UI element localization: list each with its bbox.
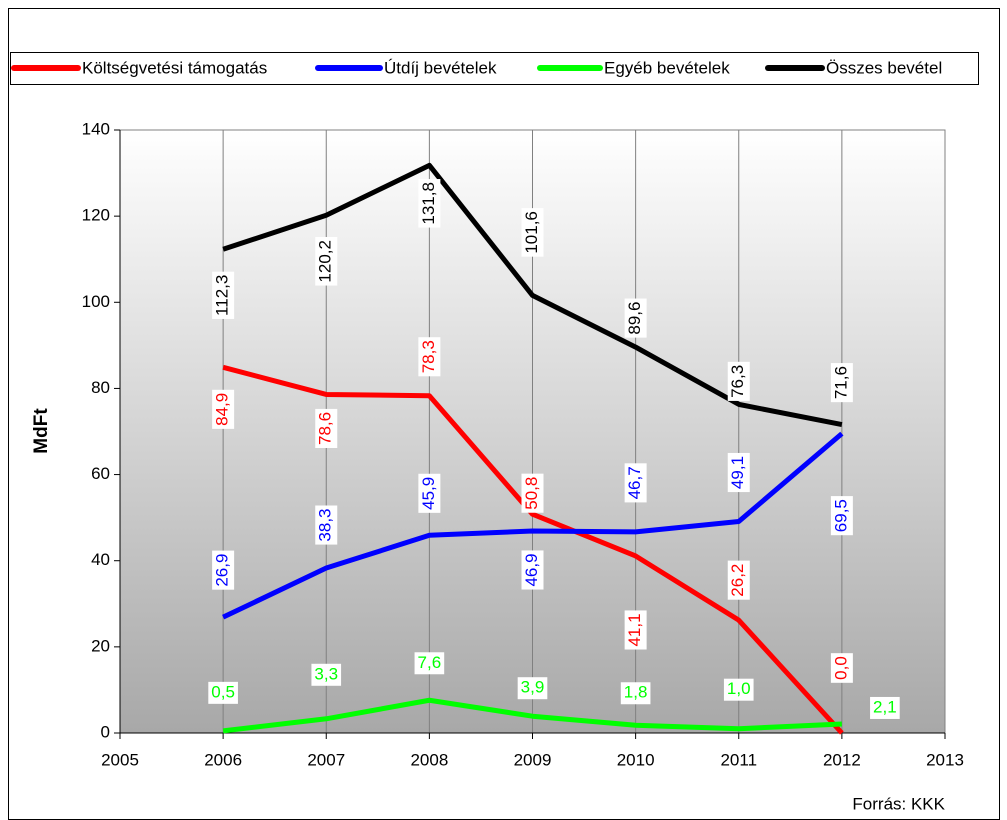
x-tick-label: 2009 [514, 750, 552, 769]
data-label-bg [315, 237, 338, 286]
data-label-bg [620, 682, 651, 705]
data-label: 71,6 [831, 366, 850, 399]
series-line [222, 364, 844, 735]
data-label-bg [521, 208, 544, 257]
data-label: 38,3 [316, 508, 335, 541]
data-label: 3,3 [314, 664, 338, 683]
data-label: 45,9 [419, 477, 438, 510]
x-tick-label: 2013 [926, 750, 964, 769]
y-tick-label: 60 [91, 464, 110, 483]
data-label-bg [624, 610, 647, 650]
y-tick-label: 120 [82, 206, 110, 225]
data-label-bg [212, 550, 235, 590]
data-label-bg [830, 653, 853, 683]
x-tick-label: 2008 [410, 750, 448, 769]
y-axis-label: MdFt [31, 408, 52, 454]
series-line [222, 431, 844, 620]
data-label: 69,5 [831, 499, 850, 532]
data-label-bg [521, 473, 544, 513]
y-tick-label: 140 [82, 119, 110, 138]
x-tick-label: 2011 [720, 750, 757, 769]
data-label-bg [315, 408, 338, 449]
data-label: 78,6 [316, 412, 335, 445]
data-label: 1,0 [727, 679, 751, 698]
data-label: 112,3 [213, 275, 232, 316]
data-label: 120,2 [316, 240, 335, 283]
y-tick-label: 0 [101, 722, 110, 741]
data-label: 101,6 [522, 211, 541, 254]
data-label-bg [208, 681, 238, 704]
source-note: Forrás: KKK [852, 794, 945, 813]
data-label: 0,0 [831, 656, 850, 680]
y-tick-label: 80 [91, 378, 110, 397]
legend-label: Egyéb bevételek [604, 58, 730, 77]
data-label: 0,5 [211, 682, 235, 701]
y-tick-label: 100 [82, 292, 110, 311]
data-label-bg [418, 179, 441, 228]
x-tick-label: 2007 [307, 750, 345, 769]
data-label: 76,3 [728, 365, 747, 398]
data-label-bg [727, 452, 750, 493]
data-label-bg [212, 271, 235, 319]
data-label: 1,8 [624, 683, 648, 702]
data-label-bg [418, 473, 441, 513]
data-label: 26,9 [213, 554, 232, 587]
legend-label: Útdíj bevételek [384, 58, 497, 77]
data-label: 46,9 [522, 553, 541, 586]
data-label-bg [727, 361, 750, 401]
data-label: 2,1 [873, 697, 897, 716]
data-label-bg [517, 677, 548, 700]
data-label-bg [624, 298, 647, 338]
data-label: 49,1 [728, 456, 747, 489]
data-label-bg [830, 496, 853, 536]
legend-label: Költségvetési támogatás [82, 58, 267, 77]
series-line [222, 162, 843, 428]
x-tick-label: 2012 [823, 750, 861, 769]
data-label-bg [870, 696, 900, 719]
data-label: 89,6 [625, 302, 644, 335]
data-label-bg [830, 363, 853, 403]
data-label-bg [311, 663, 342, 686]
x-tick-label: 2005 [101, 750, 139, 769]
data-label-bg [727, 560, 750, 600]
data-label-bg [414, 652, 445, 675]
x-tick-label: 2006 [204, 750, 242, 769]
data-label: 7,6 [418, 653, 442, 672]
data-label: 84,9 [213, 393, 232, 426]
x-tick-label: 2010 [617, 750, 655, 769]
data-label-bg [315, 505, 338, 545]
data-label: 41,1 [625, 613, 644, 646]
y-tick-label: 40 [91, 550, 110, 569]
data-label-bg [418, 337, 441, 377]
data-label-bg [624, 463, 647, 503]
data-label: 26,2 [728, 564, 747, 597]
series-line [222, 697, 842, 734]
data-label-bg [723, 678, 754, 701]
legend-label: Összes bevétel [826, 58, 942, 77]
data-label-bg [212, 389, 235, 429]
data-label: 50,8 [522, 477, 541, 510]
data-label: 3,9 [521, 678, 545, 697]
data-label: 78,3 [419, 340, 438, 373]
y-tick-label: 20 [91, 636, 110, 655]
data-label-bg [521, 550, 544, 590]
data-label: 46,7 [625, 466, 644, 499]
data-label: 131,8 [419, 182, 438, 225]
